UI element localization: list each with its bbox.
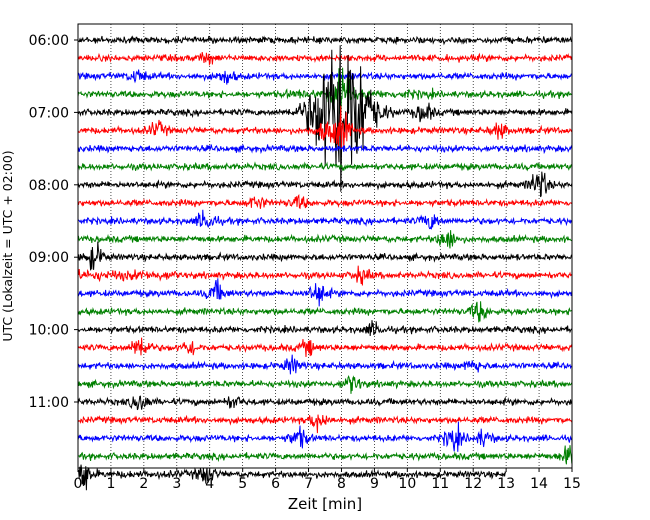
x-tick-label: 4: [205, 476, 214, 492]
x-tick-label: 10: [398, 476, 416, 492]
trace-row: [77, 193, 573, 210]
x-axis-label: Zeit [min]: [288, 495, 362, 513]
trace-row: [77, 161, 573, 172]
x-axis-ticks: 0 1 2 3 4 5 6 7 8 9 10 11 12 13 14 15: [74, 468, 581, 492]
trace-row: [77, 414, 573, 434]
x-tick-label: 5: [238, 476, 247, 492]
trace-row: [77, 320, 573, 337]
trace-row: [77, 230, 572, 249]
y-tick-label: 09:00: [29, 250, 69, 266]
trace-row: [77, 265, 573, 286]
y-tick-label: 08:00: [29, 178, 69, 194]
trace-row: [77, 421, 573, 452]
y-tick-label: 10:00: [29, 323, 69, 339]
trace-row: [77, 45, 573, 192]
trace-row: [77, 445, 573, 465]
x-tick-label: 12: [464, 476, 482, 492]
trace-row: [78, 375, 573, 394]
y-tick-label: 07:00: [29, 105, 69, 121]
trace-row: [77, 337, 573, 358]
x-tick-label: 7: [304, 476, 313, 492]
trace-row: [77, 105, 573, 151]
trace-row: [77, 143, 573, 155]
trace-row: [77, 69, 573, 85]
x-tick-label: 6: [271, 476, 280, 492]
x-tick-label: 11: [431, 476, 449, 492]
trace-row: [77, 301, 572, 323]
trace-row: [77, 395, 573, 411]
y-axis-label: UTC (Lokalzeit = UTC + 02:00): [0, 150, 15, 341]
y-tick-label: 11:00: [29, 395, 69, 411]
y-axis-ticks: 06:00 07:00 08:00 09:00 10:00 11:00: [29, 33, 78, 411]
trace-row: [77, 52, 573, 67]
y-tick-label: 06:00: [29, 33, 69, 49]
x-tick-label: 8: [337, 476, 346, 492]
trace-rows: [77, 35, 573, 491]
trace-row: [78, 241, 573, 271]
x-tick-label: 14: [530, 476, 548, 492]
trace-row: [77, 354, 573, 375]
plot-area: [78, 24, 572, 468]
plot-frame: [77, 23, 573, 469]
trace-row: [77, 67, 573, 119]
x-tick-label: 3: [172, 476, 181, 492]
x-tick-label: 13: [497, 476, 515, 492]
x-tick-label: 15: [563, 476, 581, 492]
trace-row: [77, 209, 573, 230]
x-tick-label: 0: [74, 476, 83, 492]
trace-row: [77, 35, 573, 46]
trace-row: [77, 278, 573, 307]
x-tick-label: 1: [106, 476, 115, 492]
trace-row: [77, 464, 507, 491]
x-tick-label: 9: [370, 476, 379, 492]
x-tick-label: 2: [139, 476, 148, 492]
trace-row: [77, 171, 573, 198]
